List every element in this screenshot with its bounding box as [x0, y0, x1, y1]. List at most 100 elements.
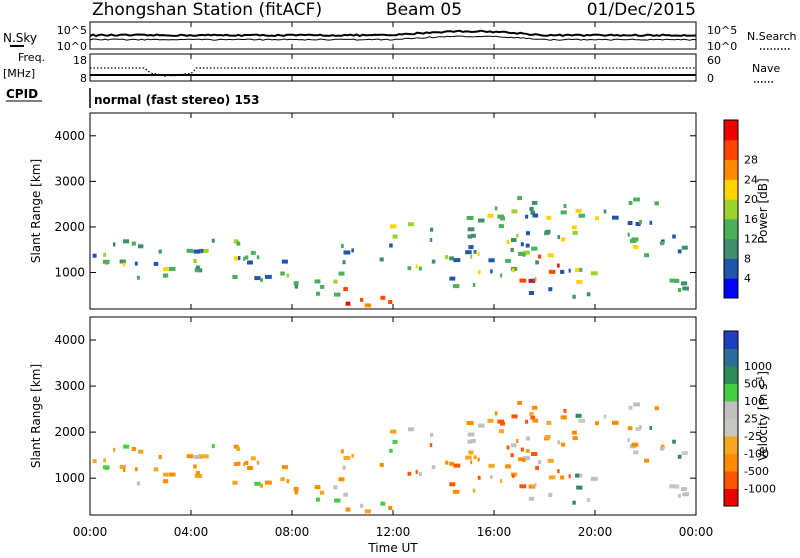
time-axis-label: Time UT	[367, 541, 418, 554]
power-cell	[478, 218, 485, 223]
velocity-cell	[682, 492, 689, 497]
velocity-cell	[557, 469, 560, 474]
range-tick-label: 3000	[54, 379, 85, 393]
power-cell	[186, 248, 194, 253]
colorbar-tick-label: 25	[744, 413, 758, 426]
velocity-cell	[548, 493, 553, 497]
power-cell	[674, 278, 680, 283]
power-cell	[294, 284, 299, 289]
velocity-cell	[453, 463, 461, 468]
power-cell	[247, 260, 253, 265]
power-cell	[343, 287, 348, 292]
velocity-cell	[470, 439, 476, 443]
velocity-y-ticks: 1000 2000 3000 4000	[54, 333, 696, 485]
power-cell	[529, 207, 534, 211]
power-cell	[119, 259, 126, 264]
power-cell	[506, 240, 510, 245]
velocity-cell	[649, 425, 653, 430]
colorbar-segment	[724, 238, 738, 259]
power-cell	[408, 222, 414, 227]
velocity-cell	[659, 446, 665, 451]
velocity-cell	[612, 420, 619, 425]
velocity-cell	[238, 461, 241, 466]
power-cell	[453, 258, 461, 263]
power-cell	[429, 237, 433, 242]
velocity-cell	[380, 501, 386, 506]
velocity-cell	[525, 419, 529, 424]
power-cell	[465, 250, 472, 255]
power-cell	[280, 271, 285, 276]
velocity-cell	[477, 457, 480, 462]
velocity-cell	[319, 490, 325, 495]
time-axis-ticks: 00:00 04:00 08:00 12:00 16:00 20:00 00:00	[73, 22, 713, 539]
power-cell	[595, 216, 599, 221]
power-cell	[511, 209, 518, 214]
power-cell	[123, 262, 126, 267]
power-cell	[134, 261, 138, 266]
power-cell	[523, 250, 530, 255]
range-tick-label: 4000	[54, 333, 85, 347]
velocity-cell	[633, 402, 640, 407]
power-cell	[532, 213, 539, 218]
range-tick-label: 2000	[54, 220, 85, 234]
power-cell	[345, 301, 351, 306]
power-cell	[431, 259, 436, 264]
power-cell	[360, 297, 364, 302]
nsearch-label: N.Search	[747, 30, 797, 43]
velocity-cell	[281, 465, 288, 470]
power-cell	[490, 269, 493, 274]
colorbar-segment	[724, 436, 738, 454]
colorbar-segment	[724, 348, 738, 367]
velocity-cell	[473, 455, 477, 460]
power-cell	[238, 256, 241, 260]
cpid-label: CPID	[6, 87, 38, 101]
velocity-cell	[333, 485, 338, 490]
power-cell	[635, 222, 641, 226]
velocity-cell	[203, 454, 209, 459]
velocity-cell	[510, 453, 514, 458]
velocity-cell	[669, 484, 676, 489]
power-cell	[560, 269, 565, 274]
power-cell	[677, 249, 682, 254]
velocity-cell	[445, 460, 449, 465]
velocity-cell	[633, 450, 639, 455]
power-cell	[672, 234, 676, 239]
power-cell	[92, 253, 97, 258]
velocity-cell	[560, 415, 567, 420]
power-cell	[547, 253, 554, 258]
time-tick-label: 08:00	[275, 525, 310, 539]
velocity-cell	[260, 483, 263, 488]
velocity-cell	[340, 449, 344, 454]
power-cell	[103, 252, 106, 257]
colorbar-segment	[724, 453, 738, 472]
velocity-cell	[364, 509, 372, 514]
velocity-cell	[627, 437, 630, 442]
colorbar-tick-label: 8	[744, 252, 751, 265]
power-heatmap-cells	[92, 196, 689, 308]
colorbar-segment	[724, 418, 738, 437]
power-cell	[466, 216, 474, 220]
velocity-cell	[233, 444, 239, 449]
power-cell	[162, 273, 169, 278]
velocity-cell	[644, 458, 650, 463]
velocity-cell	[529, 412, 534, 416]
power-cell	[519, 278, 527, 283]
nave-top-tick: 60	[707, 54, 721, 67]
power-cell	[445, 255, 449, 260]
colorbar-segment	[724, 366, 738, 384]
power-cell	[535, 260, 539, 265]
velocity-cell	[575, 413, 582, 418]
velocity-cell	[511, 414, 518, 419]
velocity-cell	[560, 475, 565, 480]
time-tick-label: 20:00	[578, 525, 613, 539]
colorbar-segment	[724, 139, 738, 161]
range-tick-label: 4000	[54, 129, 85, 143]
velocity-cell	[123, 444, 130, 449]
power-cell	[467, 227, 475, 232]
power-cell	[530, 210, 536, 215]
velocity-cell	[233, 462, 240, 466]
velocity-cell	[677, 454, 682, 459]
velocity-cell	[518, 457, 523, 462]
velocity-cell	[162, 479, 169, 484]
power-cell	[380, 295, 386, 300]
